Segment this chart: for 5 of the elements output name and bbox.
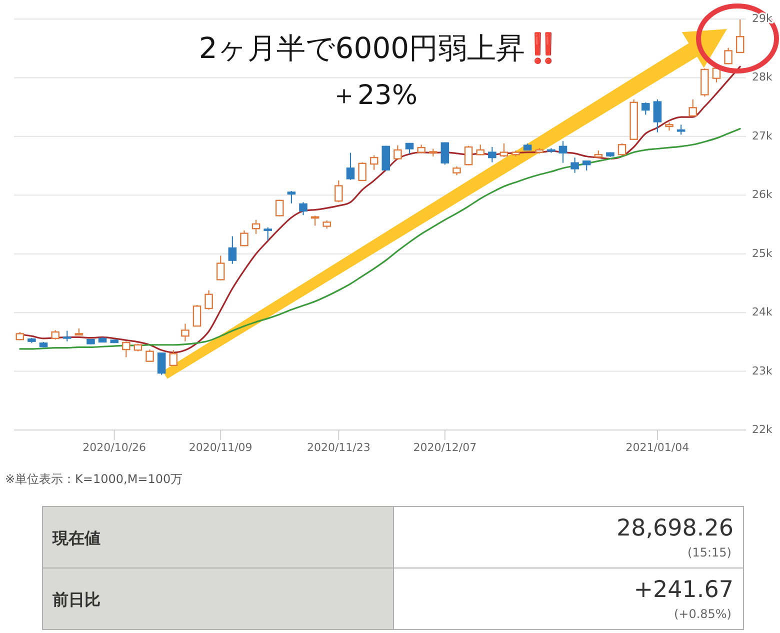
value: 28,698.26 xyxy=(616,516,734,542)
subtitle: ＋23% xyxy=(330,80,418,111)
value: +241.67 xyxy=(634,577,734,603)
note: ※単位表示：K=1000,M=100万 xyxy=(5,472,183,486)
title: 2ヶ月半で6000円弱上昇‼ xyxy=(198,31,562,65)
